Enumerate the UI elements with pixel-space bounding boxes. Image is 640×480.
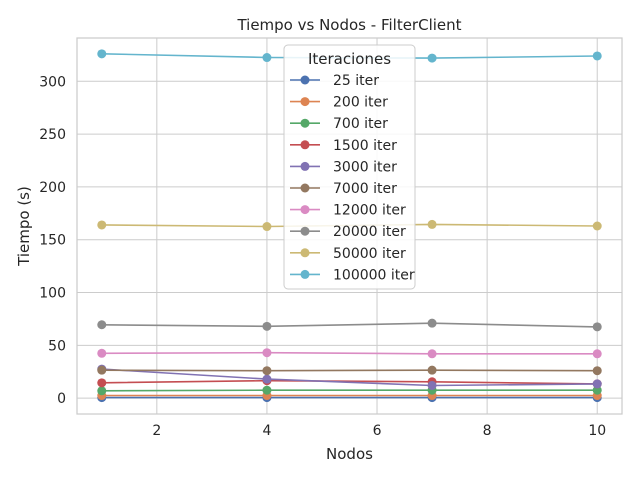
series-20000-iter <box>97 318 602 332</box>
data-point <box>427 219 437 229</box>
legend-label: 25 iter <box>333 73 379 89</box>
data-point <box>592 51 602 61</box>
data-point <box>592 366 602 376</box>
legend-label: 50000 iter <box>333 246 406 262</box>
legend-item: 50000 iter <box>290 246 406 262</box>
legend-title: Iteraciones <box>308 50 391 68</box>
y-tick-label: 50 <box>48 338 66 354</box>
data-point <box>592 322 602 332</box>
data-point <box>262 374 272 384</box>
plot-frame <box>76 37 623 415</box>
legend-label: 3000 iter <box>333 159 397 175</box>
x-tick-label: 2 <box>152 423 161 439</box>
data-point <box>97 49 107 59</box>
legend-item: 3000 iter <box>290 159 397 175</box>
legend-label: 20000 iter <box>333 224 406 240</box>
series-line <box>101 379 598 385</box>
data-point <box>427 318 437 328</box>
legend-swatch-marker <box>300 269 310 279</box>
legend-swatch-marker <box>300 226 310 236</box>
data-point <box>427 365 437 375</box>
y-tick-label: 300 <box>39 74 66 90</box>
data-point <box>427 380 437 390</box>
data-point <box>592 221 602 231</box>
series-line <box>101 369 598 372</box>
x-axis-title: Nodos <box>326 445 373 463</box>
legend-label: 1500 iter <box>333 138 397 154</box>
data-point <box>97 365 107 375</box>
data-point <box>427 349 437 359</box>
legend-swatch-marker <box>300 161 310 171</box>
legend-swatch-marker <box>300 75 310 85</box>
data-point <box>97 378 107 388</box>
legend-box <box>283 44 416 290</box>
data-point <box>97 386 107 396</box>
y-axis-title: Tiempo (s) <box>15 186 33 267</box>
data-point <box>262 53 272 63</box>
legend-label: 7000 iter <box>333 181 397 197</box>
legend: Iteraciones 25 iter 200 iter 700 iter 1500 … <box>283 44 416 290</box>
x-tick-label: 6 <box>373 423 382 439</box>
data-point <box>262 348 272 358</box>
legend-swatch-marker <box>300 140 310 150</box>
series-700-iter <box>97 385 602 396</box>
legend-item: 100000 iter <box>290 267 415 283</box>
data-point <box>97 220 107 230</box>
legend-item: 1500 iter <box>290 138 397 154</box>
legend-item: 200 iter <box>290 95 388 111</box>
legend-swatch-marker <box>300 97 310 107</box>
data-point <box>427 53 437 63</box>
data-point <box>592 379 602 389</box>
legend-label: 700 iter <box>333 116 388 132</box>
legend-item: 700 iter <box>290 116 388 132</box>
series-7000-iter <box>97 365 602 376</box>
series-12000-iter <box>97 348 602 359</box>
x-tick-label: 4 <box>262 423 271 439</box>
x-tick-label: 8 <box>483 423 492 439</box>
legend-swatch-marker <box>300 118 310 128</box>
y-tick-label: 100 <box>39 286 66 302</box>
legend-items: 25 iter 200 iter 700 iter 1500 iter 3000 ite… <box>290 73 415 283</box>
legend-item: 20000 iter <box>290 224 406 240</box>
legend-item: 25 iter <box>290 73 379 89</box>
data-point <box>97 348 107 358</box>
legend-swatch-marker <box>300 248 310 258</box>
data-point <box>592 349 602 359</box>
legend-swatch-marker <box>300 205 310 215</box>
chart-title: Tiempo vs Nodos - FilterClient <box>236 16 461 34</box>
legend-label: 200 iter <box>333 95 388 111</box>
legend-item: 7000 iter <box>290 181 397 197</box>
series-line <box>101 351 598 355</box>
legend-swatch-marker <box>300 183 310 193</box>
y-tick-label: 250 <box>39 127 66 143</box>
y-tick-label: 200 <box>39 180 66 196</box>
data-point <box>262 366 272 376</box>
data-point <box>262 321 272 331</box>
data-point <box>262 385 272 395</box>
x-tick-label: 10 <box>588 423 606 439</box>
legend-item: 12000 iter <box>290 203 406 219</box>
legend-label: 100000 iter <box>333 267 415 283</box>
series-line <box>101 389 598 392</box>
y-tick-label: 150 <box>39 233 66 249</box>
y-tick-label: 0 <box>57 391 66 407</box>
data-point <box>97 320 107 330</box>
data-point <box>262 222 272 232</box>
legend-label: 12000 iter <box>333 203 406 219</box>
data-point <box>592 385 602 395</box>
series-line <box>101 322 598 328</box>
series-line <box>101 368 598 387</box>
